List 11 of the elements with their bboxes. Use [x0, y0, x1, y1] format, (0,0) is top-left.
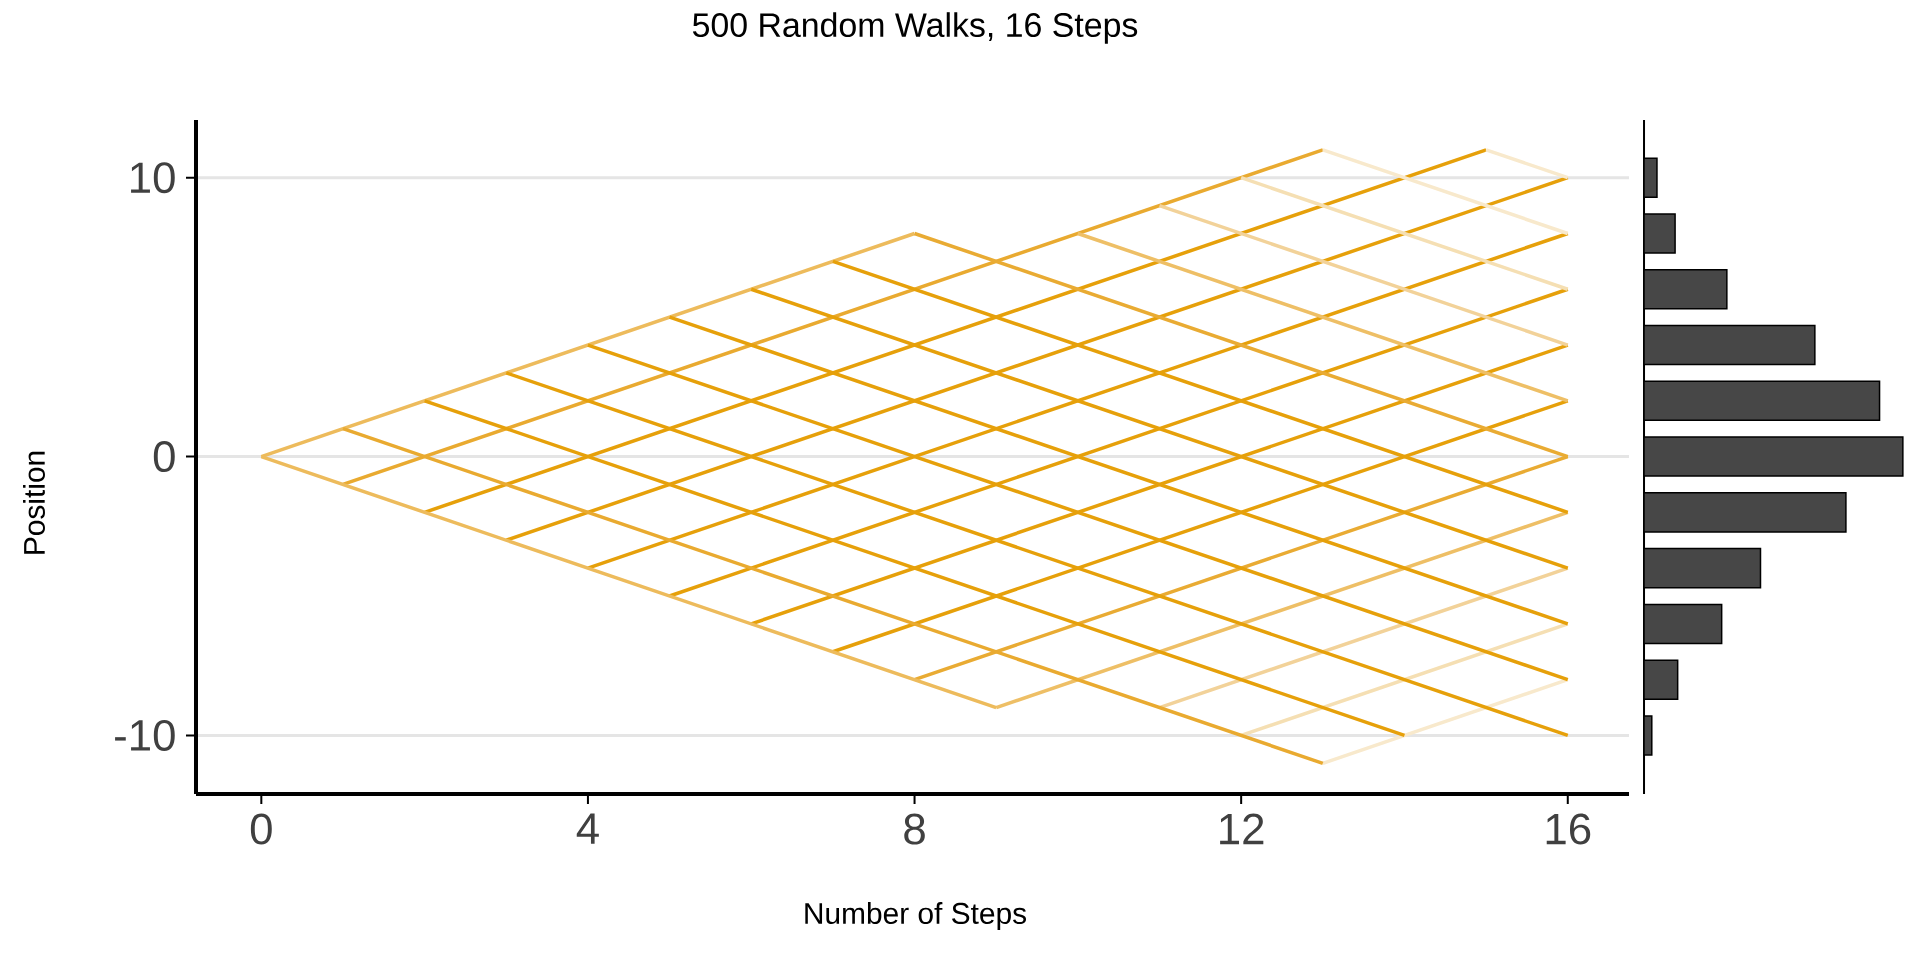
chart-title: 500 Random Walks, 16 Steps — [692, 12, 1138, 44]
x-axis-title: Number of Steps — [805, 902, 1027, 930]
y-tick-label: -10 — [115, 719, 175, 751]
x-tick-label: 16 — [1546, 813, 1591, 845]
y-tick-label: 10 — [131, 162, 175, 194]
y-tick-label: 0 — [153, 441, 175, 473]
x-tick-label: 12 — [1220, 813, 1264, 845]
x-tick-label: 4 — [576, 813, 599, 844]
x-tick-label: 0 — [250, 813, 272, 845]
y-axis-title: Position — [23, 451, 45, 554]
x-tick-label: 8 — [904, 813, 925, 845]
